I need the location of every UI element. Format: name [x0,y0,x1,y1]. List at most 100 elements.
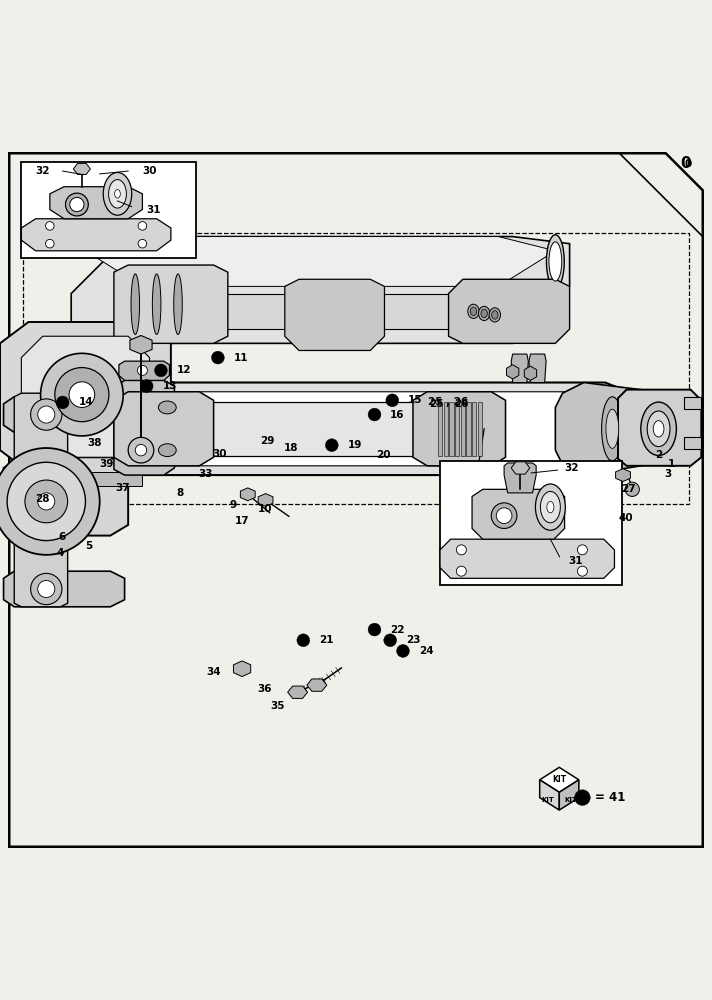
Circle shape [368,408,381,421]
Text: 30: 30 [142,166,157,176]
Circle shape [211,351,224,364]
FancyBboxPatch shape [21,162,196,258]
Polygon shape [85,383,655,475]
Circle shape [138,239,147,248]
Circle shape [46,239,54,248]
Text: 4: 4 [57,548,64,558]
Circle shape [368,623,381,636]
Text: 31: 31 [146,205,160,215]
Polygon shape [307,679,327,691]
Text: 15: 15 [408,395,422,405]
Polygon shape [504,463,536,493]
Text: 35: 35 [271,701,285,711]
Polygon shape [288,686,308,698]
Polygon shape [449,402,454,456]
Ellipse shape [174,274,182,334]
Text: 40: 40 [618,513,633,523]
Polygon shape [21,472,142,486]
Text: 22: 22 [390,625,404,635]
Polygon shape [618,390,701,466]
Text: 14: 14 [78,397,93,407]
Text: 25 , 26: 25 , 26 [428,397,468,407]
Polygon shape [4,397,125,432]
Text: 18: 18 [283,443,298,453]
Circle shape [138,222,147,230]
Polygon shape [234,661,251,677]
Text: 1: 1 [668,459,675,469]
Polygon shape [157,294,484,329]
Circle shape [397,645,409,657]
Ellipse shape [602,397,623,461]
Polygon shape [455,402,459,456]
Polygon shape [511,462,530,474]
Polygon shape [438,402,442,456]
Ellipse shape [481,309,487,318]
Text: 6: 6 [58,532,66,542]
Circle shape [41,353,123,436]
Text: 0: 0 [681,156,691,171]
Circle shape [56,396,69,409]
Text: 8: 8 [177,488,184,498]
Text: 17: 17 [235,516,250,526]
Text: 16: 16 [390,410,404,420]
Text: 2: 2 [655,450,662,460]
Polygon shape [73,163,90,174]
Polygon shape [444,402,448,456]
Polygon shape [616,469,630,481]
Polygon shape [114,392,627,466]
Polygon shape [21,219,171,251]
Circle shape [325,439,338,452]
Polygon shape [0,322,171,472]
Text: 19: 19 [347,440,362,450]
Ellipse shape [606,409,619,448]
Ellipse shape [103,172,132,215]
Polygon shape [114,265,228,343]
Polygon shape [466,402,471,456]
Ellipse shape [535,484,565,530]
Ellipse shape [478,306,490,321]
Ellipse shape [540,491,560,523]
Polygon shape [413,392,506,466]
Circle shape [38,493,55,510]
Ellipse shape [549,242,562,281]
Circle shape [575,790,590,805]
Ellipse shape [491,311,498,319]
Polygon shape [461,402,465,456]
Ellipse shape [158,444,177,457]
Polygon shape [128,402,463,456]
Polygon shape [4,457,128,536]
Polygon shape [241,488,255,501]
Text: 25: 25 [429,399,444,409]
Polygon shape [511,354,528,383]
Text: 38: 38 [87,438,101,448]
Circle shape [456,566,466,576]
Text: 20: 20 [376,450,390,460]
Polygon shape [14,393,68,607]
Polygon shape [506,365,519,379]
Polygon shape [540,780,559,810]
Circle shape [38,580,55,598]
Text: KIT: KIT [565,797,577,803]
Ellipse shape [131,274,140,334]
Circle shape [491,503,517,528]
Ellipse shape [647,411,670,447]
Text: 34: 34 [206,667,221,677]
Text: 9: 9 [229,500,236,510]
Polygon shape [449,279,570,343]
Polygon shape [478,402,482,456]
Text: 28: 28 [36,494,50,504]
Polygon shape [21,336,150,457]
Ellipse shape [641,402,676,456]
Polygon shape [540,767,579,792]
Circle shape [128,437,154,463]
Text: 10: 10 [258,504,272,514]
Circle shape [55,368,109,422]
Text: 0: 0 [685,159,692,169]
Ellipse shape [108,180,127,208]
Ellipse shape [470,307,477,316]
Text: 12: 12 [177,365,191,375]
Circle shape [384,634,397,647]
Text: 3: 3 [664,469,671,479]
Polygon shape [524,366,537,380]
Circle shape [69,382,95,407]
